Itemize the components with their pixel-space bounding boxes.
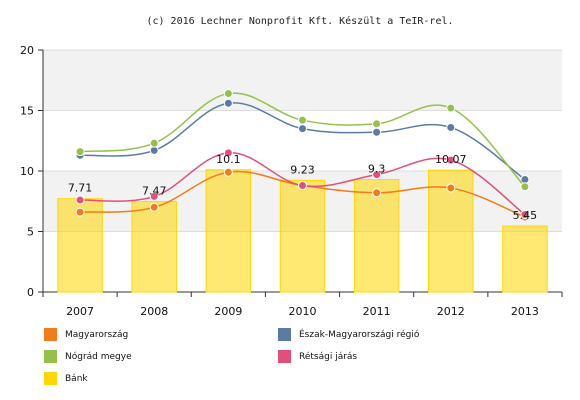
legend-swatch: [44, 350, 57, 363]
series-point: [223, 148, 233, 158]
series-point: [223, 167, 233, 177]
legend-swatch: [44, 328, 57, 341]
plot-band: [43, 50, 562, 111]
series-point: [446, 155, 456, 165]
x-tick-label: 2008: [140, 305, 168, 318]
series-point: [223, 89, 233, 99]
chart-credit: (c) 2016 Lechner Nonprofit Kft. Készült …: [146, 15, 453, 27]
x-tick-label: 2010: [289, 305, 317, 318]
bar-value-label: 5.45: [513, 209, 538, 222]
legend-swatch: [278, 350, 291, 363]
y-tick-label: 10: [20, 165, 34, 178]
series-point: [298, 124, 307, 134]
bar: [131, 201, 177, 293]
data-labels: 7.71 7.47 10.1 9.23 9.3 10.07 5.45: [68, 153, 537, 222]
line-series: [75, 89, 530, 192]
legend-item-retsagi-jaras[interactable]: Rétsági járás: [278, 350, 357, 363]
legend-item-magyarorszag[interactable]: Magyarország: [44, 328, 128, 341]
legend-item-bank[interactable]: Bánk: [44, 372, 88, 385]
bar-value-label: 10.1: [216, 153, 241, 166]
bar-value-label: 9.23: [290, 163, 315, 176]
bar-value-label: 9.3: [368, 162, 386, 175]
y-tick-label: 20: [20, 44, 34, 57]
legend-item-nograd-megye[interactable]: Nógrád megye: [44, 350, 132, 363]
bar: [353, 178, 400, 293]
series-point: [372, 188, 382, 198]
legend-label: Rétsági járás: [299, 351, 358, 362]
series-point: [75, 147, 85, 157]
legend-label: Nógrád megye: [65, 351, 132, 362]
x-tick-label: 2007: [66, 305, 94, 318]
chart-axes: 0 5 10 15 20 2007 2008 2009 2010 2011 2012 2013: [20, 44, 563, 318]
series-point: [372, 127, 382, 137]
y-tick-label: 15: [20, 105, 34, 118]
series-point: [298, 181, 307, 191]
series-point: [149, 138, 159, 148]
x-tick-label: 2012: [437, 305, 465, 318]
bar: [279, 179, 326, 293]
series-point: [298, 115, 307, 125]
series-point: [446, 103, 456, 113]
series-point: [149, 202, 159, 212]
y-tick-label: 0: [27, 286, 34, 299]
bar: [205, 169, 252, 293]
line-series-group: [75, 89, 530, 222]
series-point: [372, 119, 382, 129]
legend-swatch: [44, 372, 57, 385]
bar-value-label: 7.71: [68, 182, 93, 195]
series-point: [372, 170, 382, 180]
legend-label: Bánk: [65, 373, 88, 384]
bar-series: [57, 169, 548, 293]
x-tick-label: 2013: [511, 305, 539, 318]
legend-label: Észak-Magyarországi régió: [299, 329, 420, 340]
series-point: [520, 210, 530, 220]
bar: [502, 225, 548, 293]
series-point: [75, 195, 85, 205]
x-tick-label: 2011: [363, 305, 391, 318]
legend-swatch: [278, 328, 291, 341]
bar-value-label: 7.47: [142, 185, 167, 198]
y-tick-label: 5: [27, 226, 34, 239]
bar-value-label: 10.07: [435, 153, 467, 166]
series-point: [446, 183, 456, 193]
series-point: [75, 207, 85, 217]
x-tick-label: 2009: [214, 305, 242, 318]
series-point: [223, 98, 233, 108]
series-point: [446, 122, 456, 132]
series-point: [520, 182, 530, 192]
legend-label: Magyarország: [65, 329, 129, 340]
series-point: [149, 191, 159, 201]
line-series: [75, 148, 530, 220]
legend-item-eszak-magyarorszagi-regio[interactable]: Észak-Magyarországi régió: [278, 328, 419, 341]
